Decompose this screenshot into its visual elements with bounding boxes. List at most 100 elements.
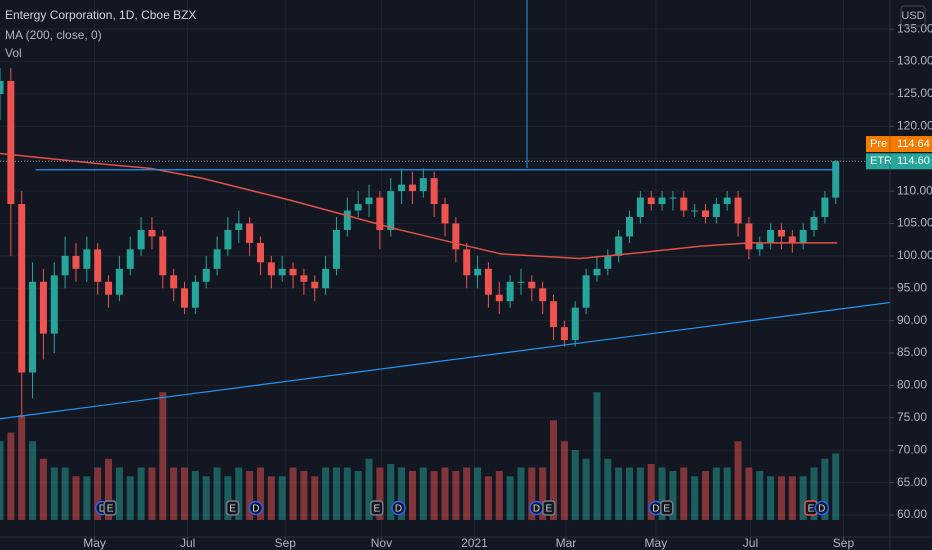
volume-bar <box>463 467 471 520</box>
chart-title: Entergy Corporation, 1D, Cboe BZX <box>5 8 196 22</box>
candle-body <box>115 268 123 295</box>
volume-bar <box>658 467 666 520</box>
volume-bar <box>452 471 460 520</box>
y-tick-label: 125.00 <box>897 86 932 100</box>
volume-bar <box>571 450 579 520</box>
volume-bar <box>115 467 123 520</box>
x-tick-label: Mar <box>556 536 577 550</box>
x-tick-label: Jul <box>743 536 758 550</box>
candle-body <box>734 197 742 224</box>
candle-body <box>441 204 449 224</box>
event-label: D <box>99 504 106 515</box>
event-label: D <box>818 504 825 515</box>
volume-bar <box>50 467 58 520</box>
volume-bar <box>170 467 178 520</box>
candle-body <box>767 229 775 243</box>
event-label: E <box>663 504 670 515</box>
volume-bar <box>810 467 818 520</box>
moving-average <box>0 152 838 260</box>
candle-body <box>626 217 634 237</box>
candle-body <box>560 327 568 341</box>
candle-body <box>658 197 666 205</box>
event-marker <box>659 500 674 516</box>
volume-bar <box>777 476 785 520</box>
volume-bar <box>105 458 113 520</box>
candle-body <box>148 229 156 237</box>
candle-body <box>332 229 340 269</box>
volume-bar <box>788 476 796 520</box>
volume-bar <box>224 476 232 520</box>
candle-body <box>278 268 286 276</box>
price-badge-name: Pre <box>870 138 887 150</box>
candle-body <box>810 217 818 230</box>
volume-bar <box>83 476 91 520</box>
event-label: E <box>373 504 380 515</box>
candle-body <box>419 178 427 192</box>
volume-bar <box>506 476 514 520</box>
candle-body <box>365 197 373 205</box>
candle-body <box>300 275 308 282</box>
candle-body <box>376 197 384 230</box>
volume-bar <box>615 467 623 520</box>
y-tick-label: 130.00 <box>897 54 932 68</box>
volume-bar <box>767 476 775 520</box>
volume-bar <box>669 471 677 520</box>
candle-body <box>593 268 601 276</box>
candle-body <box>7 80 15 205</box>
candle-body <box>799 229 807 243</box>
volume-bar <box>408 471 416 520</box>
x-tick-label: May <box>645 536 668 550</box>
candle-body <box>517 281 525 283</box>
volume-bar <box>593 392 601 520</box>
y-tick-label: 110.00 <box>897 183 932 197</box>
candle-body <box>159 236 167 276</box>
volume-bar <box>278 476 286 520</box>
event-label: D <box>652 504 659 515</box>
candle-body <box>137 229 145 250</box>
candle-body <box>94 249 102 282</box>
candle-body <box>39 281 47 334</box>
volume-bar <box>332 467 340 520</box>
candle-body <box>289 268 297 276</box>
volume-bar <box>701 471 709 520</box>
event-label: E <box>546 504 553 515</box>
candle-body <box>821 197 829 218</box>
candle-body <box>267 262 275 276</box>
y-tick-label: 90.00 <box>897 313 927 327</box>
candle-body <box>484 268 492 295</box>
volume-bar <box>94 467 102 520</box>
candle-body <box>224 229 232 250</box>
price-badge <box>866 153 932 170</box>
y-tick-label: 100.00 <box>897 248 932 262</box>
volume-bar <box>289 467 297 520</box>
candle-body <box>0 80 4 94</box>
volume-bar <box>39 458 47 520</box>
y-tick-label: 95.00 <box>897 280 927 294</box>
candle-body <box>398 184 406 192</box>
candle-body <box>29 281 37 373</box>
y-tick-label: 80.00 <box>897 378 927 392</box>
volume-bar <box>484 476 492 520</box>
y-tick-label: 60.00 <box>897 507 927 521</box>
currency[interactable]: USD <box>901 10 924 22</box>
event-label: E <box>229 504 236 515</box>
volume-bar <box>213 467 221 520</box>
event-label: E <box>808 504 815 515</box>
volume-bar <box>322 467 330 520</box>
event-label: D <box>395 504 402 515</box>
candle-body <box>18 204 26 373</box>
volume-bar <box>202 476 210 520</box>
volume-bar <box>137 467 145 520</box>
volume-bar <box>680 467 688 520</box>
volume-bar <box>560 441 568 520</box>
volume-bar <box>61 467 69 520</box>
x-tick-label: Sep <box>275 536 297 550</box>
candle-body <box>550 301 558 328</box>
volume-bar <box>441 467 449 520</box>
candle-body <box>495 294 503 302</box>
candle-body <box>181 288 189 308</box>
trend-line <box>0 301 891 420</box>
price-badge-value: 114.60 <box>897 155 930 167</box>
event-label: D <box>533 504 540 515</box>
currency-box[interactable] <box>900 5 926 27</box>
